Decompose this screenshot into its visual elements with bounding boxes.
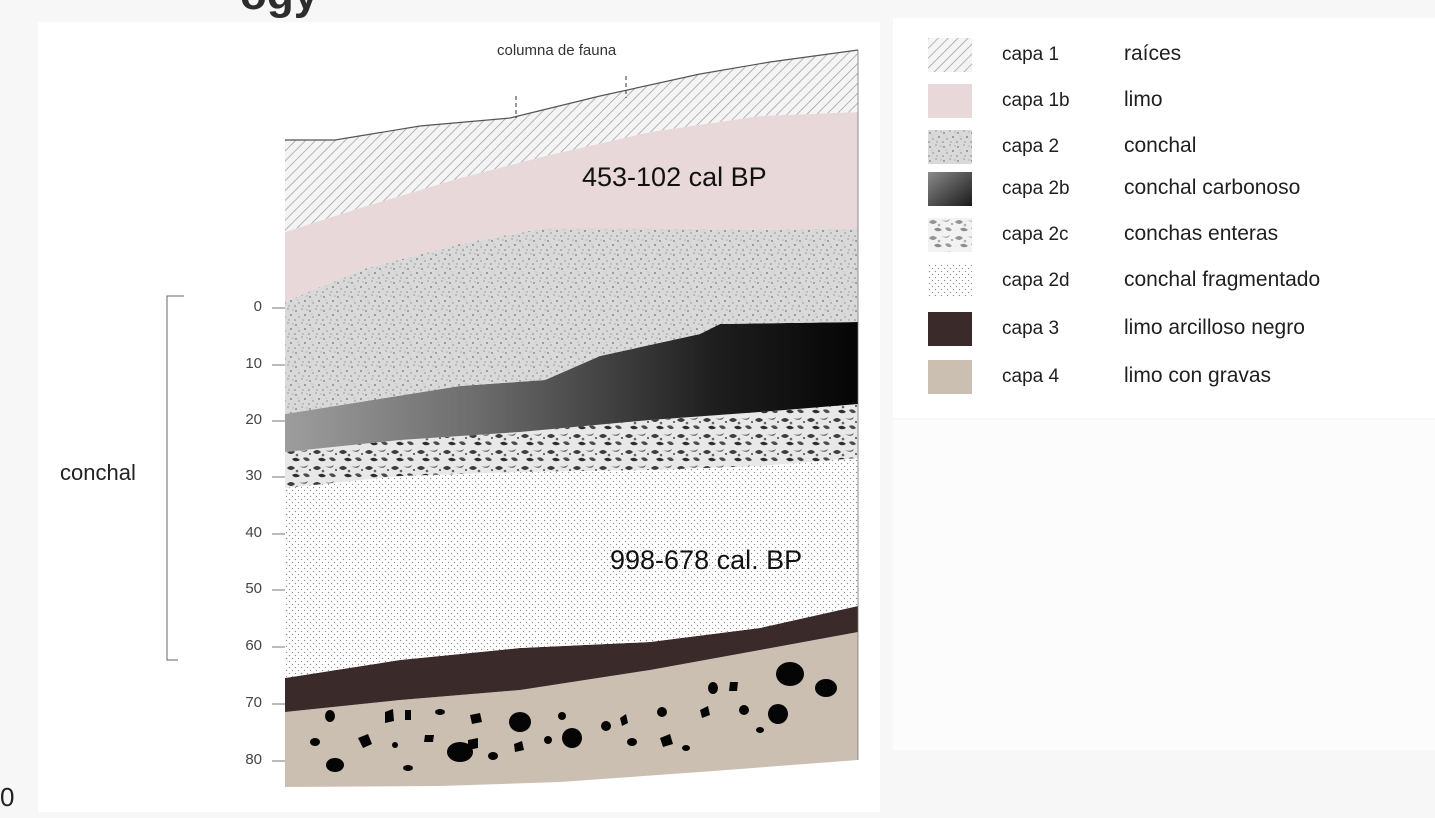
cropped-number: 0 [0,782,15,812]
depth-tick-10: 10 [245,355,262,372]
legend-name: limo arcilloso negro [1124,316,1305,339]
layer-capa-1b [285,112,858,302]
legend-item-capa-1b: capa 1b limo [928,84,1398,120]
shells-swatch-icon [928,218,972,252]
legend-name: raíces [1124,42,1182,65]
solid-swatch-icon [928,84,972,118]
legend-item-capa-3: capa 3 limo arcilloso negro [928,312,1398,348]
legend-item-capa-2: capa 2 conchal [928,130,1398,166]
layer-capa-1 [285,50,858,232]
depth-tick-0: 0 [253,298,262,315]
legend-code: capa 2c [1002,224,1069,245]
legend-name: conchal fragmentado [1124,268,1321,291]
layer-capa-4 [285,632,858,787]
legend-item-capa-4: capa 4 limo con gravas [928,360,1398,396]
depth-tick-20: 20 [245,411,262,428]
legend-panel [893,18,1435,418]
gravel-clasts [310,662,837,772]
legend-item-capa-1: capa 1 raíces [928,38,1398,74]
legend-name: limo con gravas [1124,364,1272,387]
depth-tick-70: 70 [245,694,262,711]
legend-code: capa 1 [1002,44,1060,65]
legend-name: limo [1124,88,1163,111]
layer-capa-3 [285,606,858,712]
legend-code: capa 3 [1002,318,1060,339]
gradient-swatch-icon [928,172,972,206]
layer-capa-2 [285,228,858,414]
depth-tick-80: 80 [245,751,262,768]
depth-axis [272,307,285,762]
legend-code: capa 2d [1002,270,1070,291]
layer-capa-2b [285,322,858,452]
conchal-bracket [166,295,184,661]
depth-tick-30: 30 [245,467,262,484]
depth-tick-60: 60 [245,637,262,654]
date-label-upper: 453-102 cal BP [582,162,767,192]
legend-code: capa 2 [1002,136,1060,157]
fauna-column-label: columna de fauna [497,42,617,59]
legend-name: conchas enteras [1124,222,1279,245]
layer-capa-2c [285,404,858,488]
hatch-swatch-icon [928,38,972,72]
blank-panel [893,420,1435,750]
legend-code: capa 1b [1002,90,1070,111]
dots-swatch-icon [928,264,972,298]
speckle-swatch-icon [928,130,972,164]
cropped-heading: ogy [240,0,318,20]
solid-swatch-icon [928,360,972,394]
layer-capa-2d [285,458,858,678]
depth-tick-40: 40 [245,524,262,541]
legend-item-capa-2d: capa 2d conchal fragmentado [928,264,1398,300]
ground-surface-line [285,49,859,141]
legend-name: conchal carbonoso [1124,176,1301,199]
solid-swatch-icon [928,312,972,346]
legend-item-capa-2c: capa 2c conchas enteras [928,218,1398,254]
date-label-lower: 998-678 cal. BP [610,545,803,575]
legend-code: capa 4 [1002,366,1060,387]
depth-tick-50: 50 [245,580,262,597]
legend-item-capa-2b: capa 2b conchal carbonoso [928,172,1398,208]
legend-name: conchal [1124,134,1197,157]
conchal-label: conchal [60,460,136,485]
legend-code: capa 2b [1002,178,1070,199]
